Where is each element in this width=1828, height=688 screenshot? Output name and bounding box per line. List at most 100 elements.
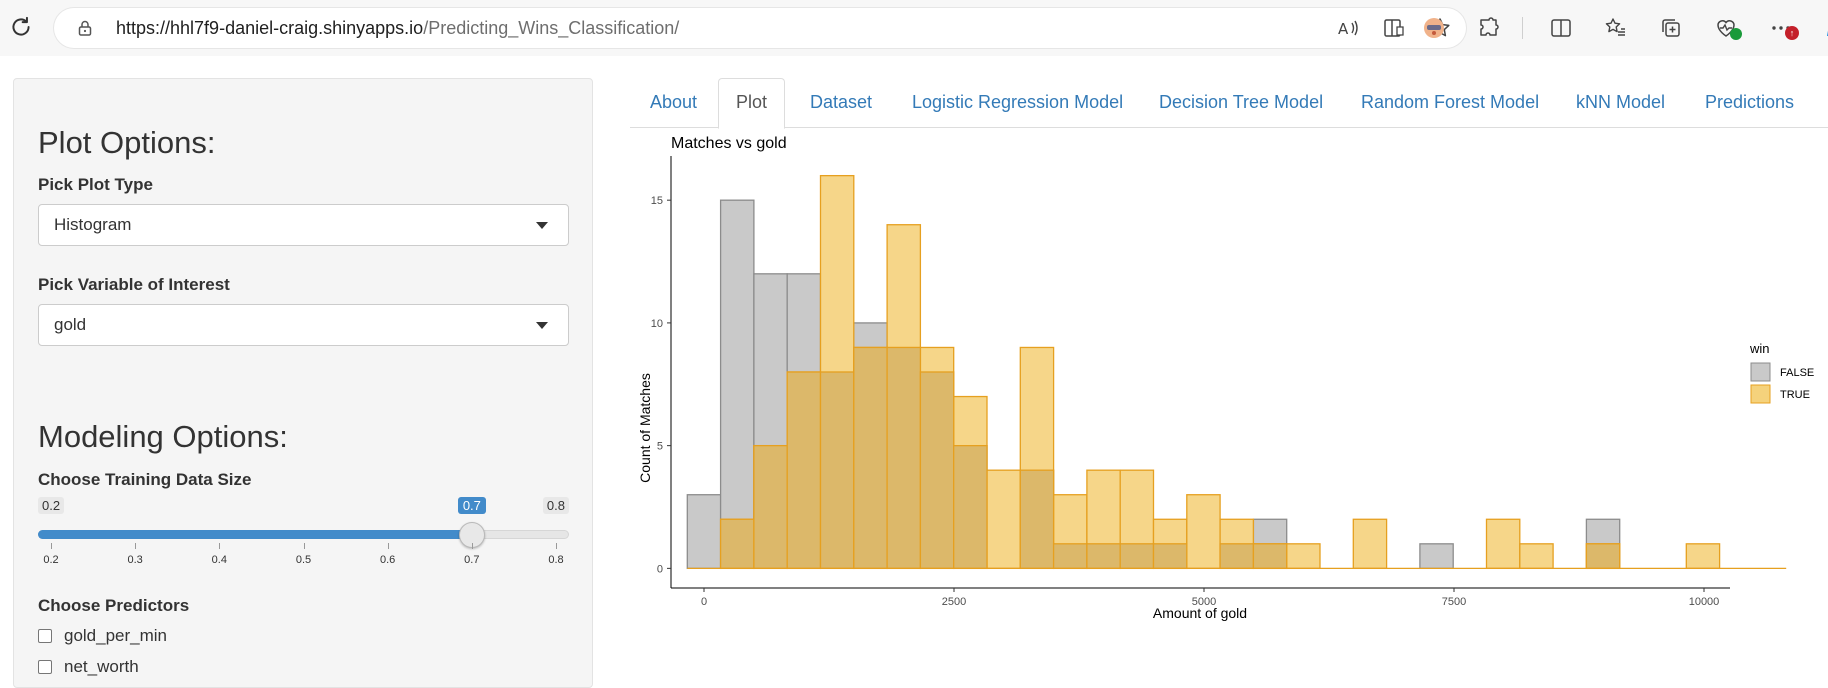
training-size-label: Choose Training Data Size xyxy=(38,470,252,489)
bar-true xyxy=(1286,543,1321,570)
chevron-down-icon xyxy=(536,222,548,229)
tab-random-forest[interactable]: Random Forest Model xyxy=(1361,92,1540,112)
slider-tick-label: 0.8 xyxy=(548,554,564,566)
main-tabs: About Plot Dataset Logistic Regression M… xyxy=(630,78,1828,129)
chevron-down-icon xyxy=(536,322,548,329)
bar-overlap xyxy=(1086,543,1121,570)
bar-overlap xyxy=(1019,469,1055,570)
y-tick-label: 0 xyxy=(657,563,663,575)
read-aloud-icon[interactable]: A xyxy=(1336,16,1360,40)
bar-overlap xyxy=(919,371,955,570)
variable-value: gold xyxy=(54,315,87,334)
tab-knn[interactable]: kNN Model xyxy=(1576,92,1666,112)
predictor-gold-per-min[interactable]: gold_per_min xyxy=(38,626,167,646)
bar-overlap xyxy=(853,346,888,570)
tab-plot[interactable]: Plot xyxy=(718,78,786,129)
predictors-label: Choose Predictors xyxy=(38,596,190,615)
extensions-puzzle-icon[interactable] xyxy=(1477,16,1501,40)
more-options-icon[interactable]: ↑ xyxy=(1769,16,1799,40)
slider-tick xyxy=(387,543,389,549)
y-tick-label: 5 xyxy=(657,441,663,453)
variable-label: Pick Variable of Interest xyxy=(38,275,230,294)
reader-view-icon[interactable] xyxy=(1382,16,1406,40)
modeling-options-heading: Modeling Options: xyxy=(38,419,288,454)
collections-icon[interactable] xyxy=(1659,16,1683,40)
slider-tick xyxy=(51,543,52,549)
x-tick-label: 0 xyxy=(701,596,707,608)
bar-true xyxy=(1685,543,1721,570)
slider-tick-label: 0.7 xyxy=(464,554,480,566)
x-tick-label: 7500 xyxy=(1442,596,1466,608)
url-text[interactable]: https://hhl7f9-daniel-craig.shinyapps.io… xyxy=(116,18,679,39)
bar-false xyxy=(1419,543,1454,570)
slider-tick xyxy=(556,543,557,549)
reload-icon[interactable] xyxy=(8,14,34,40)
plot-options-heading: Plot Options: xyxy=(38,125,216,160)
browser-essentials-icon[interactable] xyxy=(1714,16,1742,40)
copilot-icon[interactable] xyxy=(1824,16,1828,40)
bar-overlap xyxy=(819,371,855,570)
bar-false xyxy=(686,494,722,570)
slider-tick xyxy=(303,543,305,549)
bar-true xyxy=(1186,494,1221,570)
variable-select[interactable]: gold xyxy=(38,304,569,346)
bar-overlap xyxy=(719,518,755,570)
y-tick-label: 15 xyxy=(651,195,663,207)
legend-swatch-false xyxy=(1750,362,1771,382)
predictor-label: net_worth xyxy=(64,657,139,676)
checkbox[interactable] xyxy=(38,629,52,643)
plot-type-label: Pick Plot Type xyxy=(38,175,153,194)
slider-max-label: 0.8 xyxy=(542,497,569,514)
slider-tick-label: 0.3 xyxy=(127,554,143,566)
profile-extension-icon[interactable] xyxy=(1422,16,1446,40)
bar-overlap xyxy=(1052,543,1088,570)
chart-legend: win FALSE TRUE xyxy=(1749,341,1814,404)
slider-min-label: 0.2 xyxy=(38,497,65,514)
slider-tick-label: 0.5 xyxy=(295,554,312,566)
bar-true xyxy=(1352,518,1388,570)
sidebar-panel: Plot Options: Pick Plot Type Histogram P… xyxy=(13,78,593,688)
bar-false xyxy=(719,199,755,570)
favorites-list-icon[interactable] xyxy=(1604,16,1628,40)
toolbar-separator xyxy=(1522,17,1523,39)
split-screen-icon[interactable] xyxy=(1549,16,1573,40)
bar-overlap xyxy=(753,444,788,570)
slider-current-label: 0.7 xyxy=(457,497,486,514)
predictor-net-worth[interactable]: net_worth xyxy=(38,657,139,677)
tab-decision-tree[interactable]: Decision Tree Model xyxy=(1159,92,1324,112)
checkbox[interactable] xyxy=(38,660,52,674)
tab-predictions[interactable]: Predictions xyxy=(1705,92,1795,112)
slider-tick xyxy=(219,543,221,549)
status-badge-green xyxy=(1730,28,1742,40)
slider-tick xyxy=(471,543,473,549)
chart-title: Matches vs gold xyxy=(671,135,787,152)
x-tick-label: 5000 xyxy=(1192,596,1216,608)
bar-overlap xyxy=(953,444,988,570)
legend-swatch-true xyxy=(1750,384,1771,404)
tab-about[interactable]: About xyxy=(650,92,698,112)
tab-logistic-regression[interactable]: Logistic Regression Model xyxy=(912,92,1124,112)
legend-entry-true: TRUE xyxy=(1780,389,1810,401)
address-bar[interactable]: https://hhl7f9-daniel-craig.shinyapps.io… xyxy=(54,8,1466,48)
bar-true xyxy=(1485,518,1521,570)
y-tick-label: 10 xyxy=(651,318,663,330)
y-axis-label: Count of Matches xyxy=(637,373,653,483)
slider-tick-label: 0.2 xyxy=(43,554,59,566)
plot-type-select[interactable]: Histogram xyxy=(38,204,569,246)
histogram-chart: Matches vs gold 0 5 10 15 0 2500 5000 7500 10000… xyxy=(637,135,1814,621)
x-axis-label: Amount of gold xyxy=(1153,605,1247,621)
bar-true xyxy=(1519,543,1554,570)
bar-overlap xyxy=(1119,543,1155,570)
legend-entry-false: FALSE xyxy=(1780,367,1814,379)
slider-tick-label: 0.6 xyxy=(380,554,396,566)
tab-dataset[interactable]: Dataset xyxy=(810,92,873,112)
x-tick-label: 10000 xyxy=(1689,596,1720,608)
predictor-label: gold_per_min xyxy=(64,626,168,645)
training-size-slider[interactable]: 0.2 0.8 0.7 0.2 0.3 0.4 0.5 0.6 0.7 0.8 xyxy=(38,497,569,587)
bar-overlap xyxy=(1152,543,1188,570)
bar-overlap xyxy=(1585,543,1621,570)
bar-overlap xyxy=(1219,543,1255,570)
legend-title: win xyxy=(1749,341,1770,356)
lock-icon[interactable] xyxy=(76,19,94,37)
slider-fill xyxy=(38,530,472,539)
